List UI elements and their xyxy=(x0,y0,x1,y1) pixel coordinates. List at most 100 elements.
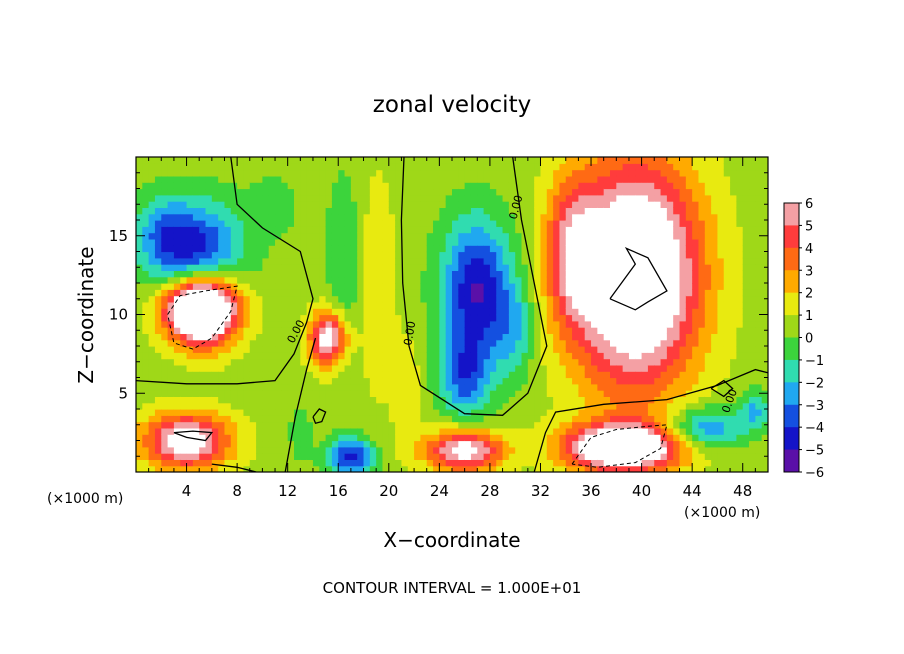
heatmap-cell xyxy=(230,213,238,221)
heatmap-cell xyxy=(483,232,491,240)
heatmap-cell xyxy=(749,314,756,322)
heatmap-cell xyxy=(154,182,162,190)
heatmap-cell xyxy=(325,446,333,454)
heatmap-cell xyxy=(395,188,403,196)
heatmap-cell xyxy=(711,276,719,284)
heatmap-cell xyxy=(736,283,744,290)
heatmap-cell xyxy=(281,264,289,271)
heatmap-cell xyxy=(306,383,314,391)
heatmap-cell xyxy=(692,339,700,347)
heatmap-cell xyxy=(698,308,706,316)
heatmap-cell xyxy=(666,402,674,410)
heatmap-cell xyxy=(546,459,554,467)
heatmap-cell xyxy=(527,245,535,253)
heatmap-cell xyxy=(452,434,459,442)
heatmap-cell xyxy=(679,440,687,448)
heatmap-cell xyxy=(433,213,440,221)
heatmap-cell xyxy=(287,314,295,322)
heatmap-cell xyxy=(704,434,712,442)
heatmap-cell xyxy=(180,301,188,309)
heatmap-cell xyxy=(717,427,725,435)
heatmap-cell xyxy=(180,446,188,454)
heatmap-cell xyxy=(717,377,725,385)
heatmap-cell xyxy=(256,301,263,309)
heatmap-cell xyxy=(749,308,756,316)
heatmap-cell xyxy=(161,220,169,227)
heatmap-cell xyxy=(243,175,251,183)
heatmap-cell xyxy=(654,453,662,460)
heatmap-cell xyxy=(154,333,162,341)
heatmap-cell xyxy=(616,308,624,316)
heatmap-cell xyxy=(591,295,598,303)
heatmap-cell xyxy=(692,453,700,460)
heatmap-cell xyxy=(350,409,358,416)
heatmap-cell xyxy=(154,194,162,202)
heatmap-cell xyxy=(610,364,617,372)
heatmap-cell xyxy=(281,320,289,328)
heatmap-cell xyxy=(211,283,219,290)
heatmap-cell xyxy=(433,402,440,410)
heatmap-cell xyxy=(641,346,649,353)
heatmap-cell xyxy=(673,358,681,366)
heatmap-cell xyxy=(256,245,263,253)
heatmap-cell xyxy=(692,194,700,202)
heatmap-cell xyxy=(237,390,245,397)
heatmap-cell xyxy=(546,320,554,328)
heatmap-cell xyxy=(685,182,693,190)
heatmap-cell xyxy=(742,358,750,366)
heatmap-cell xyxy=(363,182,371,190)
heatmap-cell xyxy=(730,440,737,448)
heatmap-cell xyxy=(363,251,371,259)
heatmap-cell xyxy=(591,257,598,265)
heatmap-cell xyxy=(275,188,282,196)
heatmap-cell xyxy=(572,308,579,316)
heatmap-cell xyxy=(755,314,763,322)
heatmap-cell xyxy=(306,440,314,448)
heatmap-cell xyxy=(692,175,700,183)
heatmap-cell xyxy=(736,314,744,322)
heatmap-cell xyxy=(439,201,447,208)
heatmap-cell xyxy=(281,352,289,360)
heatmap-cell xyxy=(540,301,548,309)
heatmap-cell xyxy=(641,396,649,404)
heatmap-cell xyxy=(142,352,150,360)
heatmap-cell xyxy=(407,421,415,429)
heatmap-cell xyxy=(527,283,535,290)
heatmap-cell xyxy=(553,459,561,467)
heatmap-cell xyxy=(591,358,598,366)
heatmap-cell xyxy=(742,327,750,334)
heatmap-cell xyxy=(489,301,497,309)
heatmap-cell xyxy=(218,226,226,234)
heatmap-cell xyxy=(679,383,687,391)
heatmap-cell xyxy=(578,301,586,309)
heatmap-cell xyxy=(723,352,731,360)
heatmap-cell xyxy=(433,383,440,391)
heatmap-cell xyxy=(534,459,542,467)
heatmap-cell xyxy=(616,390,624,397)
heatmap-cell xyxy=(685,238,693,246)
heatmap-cell xyxy=(704,327,712,334)
heatmap-cell xyxy=(660,232,668,240)
heatmap-cell xyxy=(338,402,346,410)
heatmap-cell xyxy=(578,157,586,164)
heatmap-cell xyxy=(161,264,169,271)
heatmap-cell xyxy=(534,440,542,448)
heatmap-cell xyxy=(287,232,295,240)
heatmap-cell xyxy=(433,358,440,366)
heatmap-cell xyxy=(161,163,169,171)
heatmap-cell xyxy=(300,232,308,240)
heatmap-cell xyxy=(470,194,478,202)
heatmap-cell xyxy=(521,270,529,278)
heatmap-cell xyxy=(711,465,719,472)
heatmap-cell xyxy=(685,396,693,404)
heatmap-cell xyxy=(287,453,295,460)
heatmap-cell xyxy=(527,232,535,240)
heatmap-cell xyxy=(502,415,510,423)
heatmap-cell xyxy=(673,415,681,423)
heatmap-cell xyxy=(401,402,409,410)
heatmap-cell xyxy=(426,213,434,221)
heatmap-cell xyxy=(136,465,143,472)
heatmap-cell xyxy=(496,390,504,397)
heatmap-cell xyxy=(186,163,194,171)
heatmap-cell xyxy=(414,339,421,347)
